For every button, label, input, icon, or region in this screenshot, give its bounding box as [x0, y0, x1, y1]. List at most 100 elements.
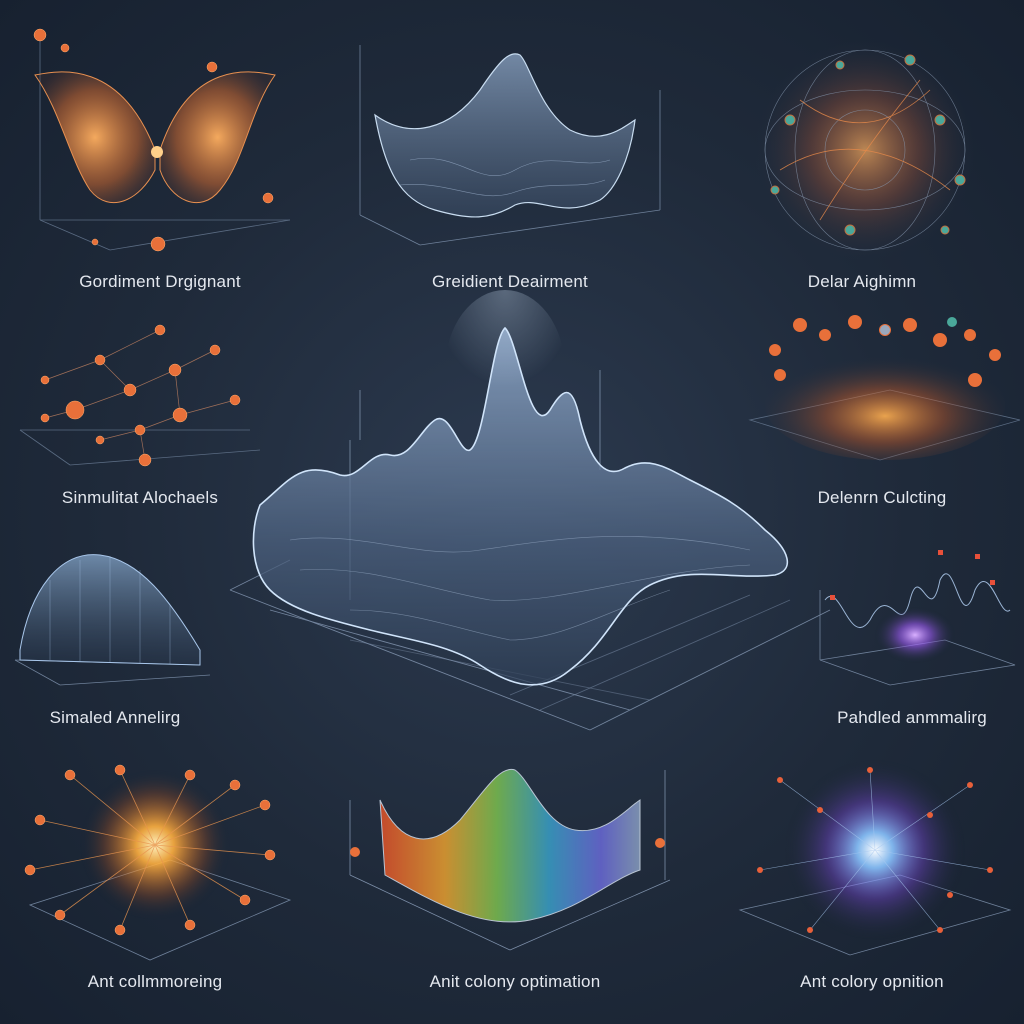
node-marker — [24, 864, 36, 876]
panel-bottom-center: Anit colony optimation — [330, 750, 700, 1010]
caption-bottom-left: Ant collmmoreing — [87, 972, 223, 991]
node-marker — [954, 174, 966, 186]
caption-top-right: Delar Aighimn — [807, 272, 917, 291]
butterfly-left-wing — [34, 71, 156, 203]
node-marker — [769, 344, 781, 356]
caption-top-left: Gordiment Drgignant — [79, 272, 241, 291]
panel-bottom-left: Ant collmmoreing — [0, 760, 310, 1010]
node-marker — [168, 363, 182, 377]
panel-top-left: Gordiment Drgignant — [0, 20, 320, 300]
caption-mid-left: Sinmulitat Alochaels — [61, 488, 219, 507]
node-marker — [835, 60, 845, 70]
node-marker — [209, 344, 221, 356]
caption-lower-left: Simaled Annelirg — [49, 708, 181, 727]
node-marker — [184, 769, 196, 781]
node-marker — [350, 847, 360, 857]
node-marker — [807, 927, 813, 933]
node-marker — [229, 779, 241, 791]
node-marker — [65, 400, 85, 420]
node-marker — [34, 814, 46, 826]
node-marker — [33, 28, 47, 42]
caption-bottom-center: Anit colony optimation — [429, 972, 601, 991]
node-network-plot — [19, 324, 261, 467]
node-marker — [968, 373, 982, 387]
node-marker — [987, 867, 993, 873]
particle-annealing-plot — [819, 550, 1016, 686]
node-marker — [774, 369, 786, 381]
network-sphere — [755, 40, 975, 260]
node-marker — [40, 413, 50, 423]
node-marker — [967, 782, 973, 788]
rainbow-surface-plot — [349, 768, 671, 951]
panel-center — [229, 290, 831, 740]
node-marker — [95, 435, 105, 445]
panel-top-center: Greidient Deairment — [340, 20, 680, 300]
panel-bottom-right: Ant colory opnition — [720, 760, 1024, 1010]
node-marker — [91, 238, 99, 246]
node-marker — [940, 225, 950, 235]
node-marker — [262, 192, 274, 204]
violet-starburst-plot — [738, 760, 1012, 956]
node-marker — [848, 315, 862, 329]
node-marker — [947, 892, 953, 898]
node-marker — [770, 185, 780, 195]
main-surface — [252, 326, 789, 686]
node-marker — [239, 894, 251, 906]
butterfly-plot — [33, 28, 291, 252]
particle-cloud-plot — [748, 315, 1021, 461]
node-marker — [784, 114, 796, 126]
node-marker — [819, 329, 831, 341]
node-marker — [903, 318, 917, 332]
rainbow-surface — [379, 768, 641, 923]
node-marker — [54, 909, 66, 921]
annealing-plot — [14, 554, 211, 686]
panel-mid-left: Sinmulitat Alochaels — [0, 300, 280, 520]
node-marker — [123, 383, 137, 397]
node-marker — [134, 424, 146, 436]
node-marker — [975, 554, 980, 559]
node-marker — [138, 453, 152, 467]
node-marker — [938, 550, 943, 555]
node-marker — [172, 407, 188, 423]
node-marker — [989, 349, 1001, 361]
node-marker — [927, 812, 933, 818]
node-marker — [777, 777, 783, 783]
panel-lower-left: Simaled Annelirg — [0, 540, 230, 740]
node-marker — [817, 807, 823, 813]
surface-plot-top — [359, 45, 661, 246]
main-surface-plot — [229, 290, 831, 731]
node-marker — [793, 318, 807, 332]
node-marker — [933, 333, 947, 347]
node-marker — [904, 54, 916, 66]
caption-mid-right: Delenrn Culcting — [817, 488, 947, 507]
node-marker — [990, 580, 995, 585]
node-marker — [937, 927, 943, 933]
node-marker — [114, 924, 126, 936]
node-marker — [64, 769, 76, 781]
node-marker — [934, 114, 946, 126]
node-marker — [154, 324, 166, 336]
node-marker — [40, 375, 50, 385]
node-marker — [206, 61, 218, 73]
node-marker — [964, 329, 976, 341]
caption-top-center: Greidient Deairment — [432, 272, 588, 291]
node-marker — [259, 799, 271, 811]
node-marker — [830, 595, 835, 600]
caption-bottom-right: Ant colory opnition — [800, 972, 944, 991]
butterfly-right-wing — [159, 71, 276, 203]
node-marker — [60, 43, 70, 53]
node-marker — [757, 867, 763, 873]
node-marker — [150, 236, 166, 252]
starburst-plot — [24, 764, 292, 961]
panel-mid-right: Delenrn Culcting — [740, 300, 1024, 520]
node-marker — [114, 764, 126, 776]
panel-lower-right: Pahdled anmmalirg — [800, 540, 1024, 740]
gradient-surface — [374, 53, 636, 218]
node-marker — [844, 224, 856, 236]
node-marker — [184, 919, 196, 931]
caption-lower-right: Pahdled anmmalirg — [837, 708, 987, 727]
node-marker — [229, 394, 241, 406]
panel-top-right: Delar Aighimn — [700, 20, 1024, 300]
node-marker — [867, 767, 873, 773]
node-marker — [94, 354, 106, 366]
